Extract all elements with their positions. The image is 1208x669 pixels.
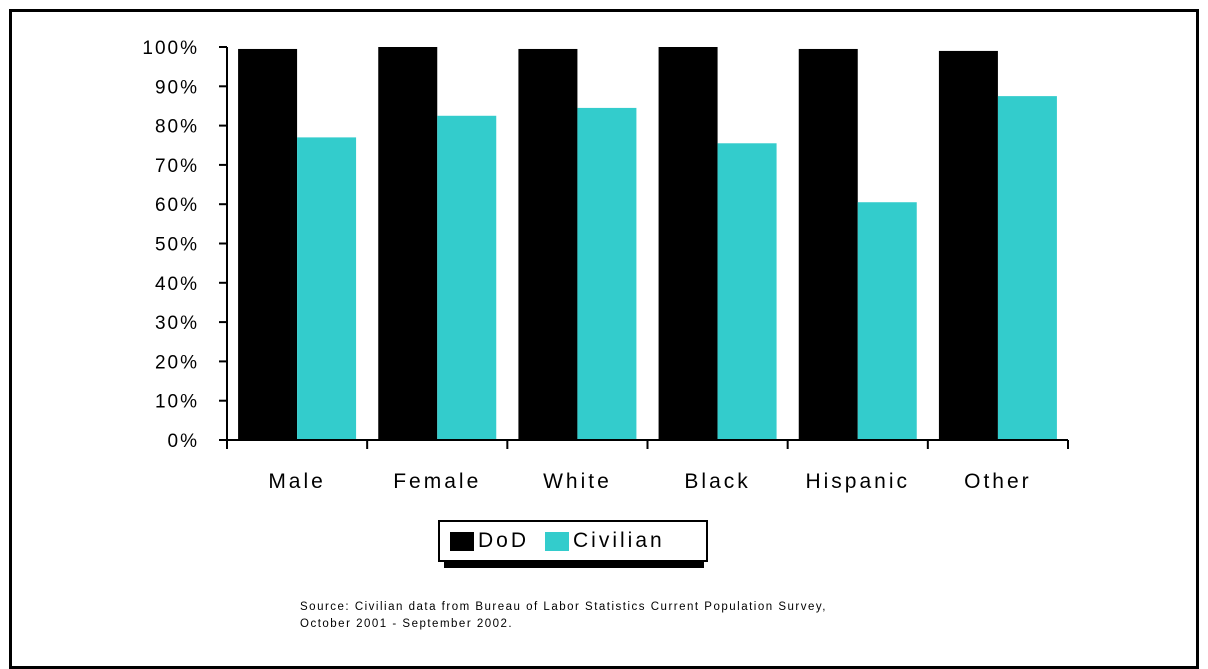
x-tick-label: White [543,470,612,493]
y-tick-label: 50% [155,235,199,256]
bar-civilian-female [437,115,497,441]
legend-label-civilian: Civilian [573,529,665,552]
y-tick-label: 60% [155,195,199,216]
x-tick-label: Female [393,470,481,493]
bar-civilian-white [577,107,637,440]
bar-dod-female [378,47,438,440]
source-note: Source: Civilian data from Bureau of Lab… [300,599,1060,633]
y-tick-label: 40% [155,274,199,295]
legend-item-dod: DoD [450,529,529,553]
y-tick-label: 90% [155,77,199,98]
source-line-1: Source: Civilian data from Bureau of Lab… [300,601,827,613]
bar-civilian-male [297,137,357,440]
y-tick-label: 0% [168,431,199,452]
bar-chart: 0% 10% 20% 30% 40% 50% 60% 70% 80% 90% 100% Male Fem… [142,38,1069,493]
bar-dod-white [518,48,578,441]
source-line-2: October 2001 - September 2002. [300,618,514,630]
legend-swatch-civilian [545,531,570,551]
legend-label-dod: DoD [478,529,530,552]
bar-dod-black [658,47,718,440]
bar-dod-other [938,50,998,441]
y-tick-label: 100% [142,38,199,59]
x-tick-label: Other [964,470,1032,493]
bar-civilian-other [997,96,1057,440]
bar-dod-hispanic [798,48,858,441]
bar-dod-male [238,48,298,441]
bar-civilian-hispanic [857,202,917,440]
x-tick-label: Black [684,470,750,493]
y-tick-label: 30% [155,313,199,334]
y-tick-label: 20% [155,352,199,373]
y-tick-label: 10% [155,392,199,413]
legend: DoD Civilian [438,520,708,568]
legend-box: DoD Civilian [438,520,708,562]
y-tick-label: 70% [155,156,199,177]
x-tick-label: Male [268,470,326,493]
legend-item-civilian: Civilian [545,529,665,553]
bar-civilian-black [717,143,777,440]
legend-swatch-dod [450,531,474,551]
y-tick-label: 80% [155,117,199,138]
x-tick-label: Hispanic [805,470,910,493]
